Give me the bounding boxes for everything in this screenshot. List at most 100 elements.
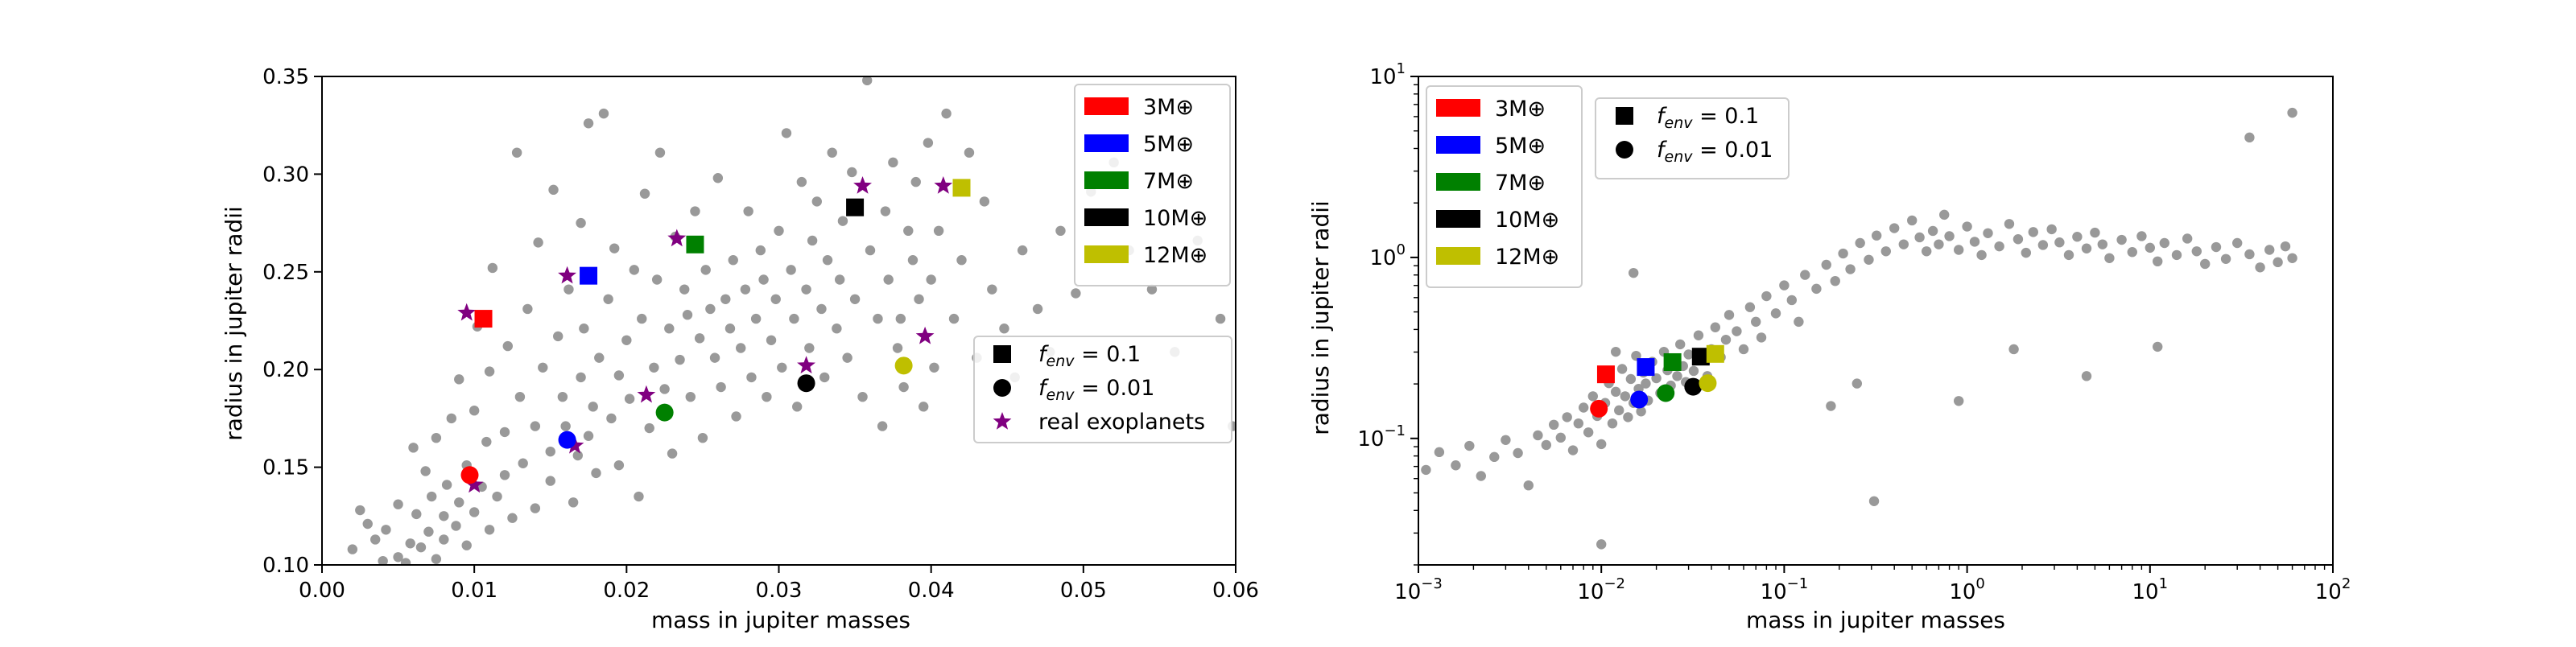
right-catalog-point: [2021, 247, 2032, 258]
right-catalog-point: [2191, 246, 2202, 257]
right-catalog-point: [2127, 247, 2137, 258]
left-catalog-point: [892, 343, 903, 353]
right-legend-label: 12M⊕: [1495, 245, 1559, 270]
right-catalog-point: [1864, 254, 1874, 265]
left-catalog-point: [685, 391, 696, 402]
left-catalog-point: [724, 324, 736, 334]
left-exoplanet-star: [797, 356, 815, 374]
left-catalog-point: [511, 147, 522, 158]
left-catalog-point: [420, 466, 431, 476]
left-legend-label: 10M⊕: [1143, 206, 1208, 231]
left-catalog-point: [758, 274, 769, 285]
left-exoplanet-star: [667, 229, 687, 247]
left-catalog-point: [400, 558, 411, 565]
right-catalog-point: [2008, 344, 2019, 355]
right-catalog-point: [2220, 253, 2231, 264]
left-legend-swatch: [1084, 97, 1129, 115]
right-plot-area: [1421, 107, 2297, 550]
left-catalog-point: [877, 421, 888, 431]
left-catalog-point: [484, 525, 495, 535]
left-catalog-point: [576, 217, 586, 229]
right-catalog-point: [2081, 243, 2092, 253]
right-catalog-point: [1562, 412, 1572, 422]
left-catalog-point: [606, 413, 617, 424]
right-catalog-point: [1683, 349, 1694, 360]
left-catalog-point: [568, 497, 579, 508]
right-catalog-point: [2097, 239, 2108, 249]
left-exoplanet-star: [558, 266, 576, 284]
right-catalog-point: [1907, 215, 1918, 226]
right-catalog-point: [2153, 256, 2163, 267]
left-catalog-point: [469, 507, 480, 517]
left-catalog-point: [987, 284, 997, 295]
left-catalog-point: [487, 262, 498, 274]
left-catalog-point: [576, 372, 586, 383]
left-catalog-point: [427, 491, 437, 502]
right-catalog-point: [1770, 308, 1781, 319]
left-catalog-point: [750, 313, 762, 324]
left-catalog-point: [533, 237, 543, 248]
right-catalog-point: [1607, 418, 1618, 429]
left-x-axis-title: mass in jupiter masses: [651, 607, 910, 633]
right-catalog-point: [1616, 364, 1628, 374]
right-legend-square-marker: [1616, 107, 1633, 125]
right-catalog-point: [2090, 227, 2100, 238]
left-catalog-point: [709, 352, 720, 363]
left-exoplanet-star: [457, 303, 477, 321]
right-catalog-point: [1921, 246, 1932, 257]
right-catalog-point: [1927, 225, 1938, 237]
right-legend-swatch: [1436, 247, 1480, 265]
left-catalog-point: [530, 421, 541, 431]
right-catalog-point: [1794, 316, 1804, 328]
left-catalog-point: [690, 206, 700, 216]
left-catalog-point: [594, 352, 605, 363]
right-catalog-point: [1855, 237, 1865, 249]
right-legend-label: 3M⊕: [1495, 97, 1546, 122]
left-model-circle-10me: [797, 374, 815, 393]
right-catalog-point: [2072, 231, 2083, 242]
right-catalog-point: [2171, 249, 2182, 261]
left-x-tick-label: 0.01: [451, 579, 497, 603]
left-catalog-point: [895, 313, 906, 324]
left-catalog-point: [507, 513, 518, 523]
right-catalog-point: [1944, 231, 1955, 241]
left-y-tick-label: 0.25: [262, 261, 309, 285]
right-catalog-point: [2046, 224, 2057, 235]
left-catalog-point: [746, 372, 757, 383]
right-catalog-point: [1567, 445, 1579, 455]
right-catalog-point: [2159, 237, 2169, 249]
right-x-tick-label: 10−2: [1577, 575, 1625, 604]
right-catalog-point: [1779, 280, 1790, 291]
right-x-tick-label: 10−1: [1761, 575, 1809, 604]
right-catalog-point: [2028, 227, 2038, 237]
right-catalog-point: [1852, 378, 1863, 389]
left-catalog-point: [888, 157, 898, 168]
left-catalog-point: [697, 432, 708, 443]
right-catalog-point: [1962, 221, 1972, 232]
left-catalog-point: [716, 381, 726, 393]
left-catalog-point: [789, 313, 799, 324]
right-catalog-point: [1451, 460, 1461, 471]
left-catalog-point: [956, 255, 967, 266]
left-marker-legend: [973, 336, 1232, 443]
right-catalog-point: [2054, 237, 2065, 248]
left-exoplanet-star: [464, 475, 484, 493]
left-catalog-point: [865, 245, 876, 256]
left-x-tick-label: 0.02: [603, 579, 650, 603]
right-catalog-point: [2280, 241, 2291, 252]
right-catalog-point: [1464, 440, 1475, 451]
right-catalog-point: [2004, 219, 2015, 229]
right-catalog-point: [2244, 249, 2255, 260]
right-legend-swatch: [1436, 99, 1480, 117]
left-catalog-point: [770, 294, 781, 304]
right-catalog-point: [2136, 231, 2147, 241]
left-catalog-point: [766, 335, 777, 345]
right-catalog-point: [2273, 257, 2283, 268]
left-catalog-point: [834, 274, 845, 285]
right-catalog-point: [1738, 344, 1749, 355]
left-catalog-point: [705, 303, 716, 315]
left-x-tick-label: 0.00: [299, 579, 345, 603]
right-catalog-point: [1880, 246, 1891, 257]
left-catalog-point: [609, 243, 620, 253]
left-catalog-point: [777, 362, 787, 373]
